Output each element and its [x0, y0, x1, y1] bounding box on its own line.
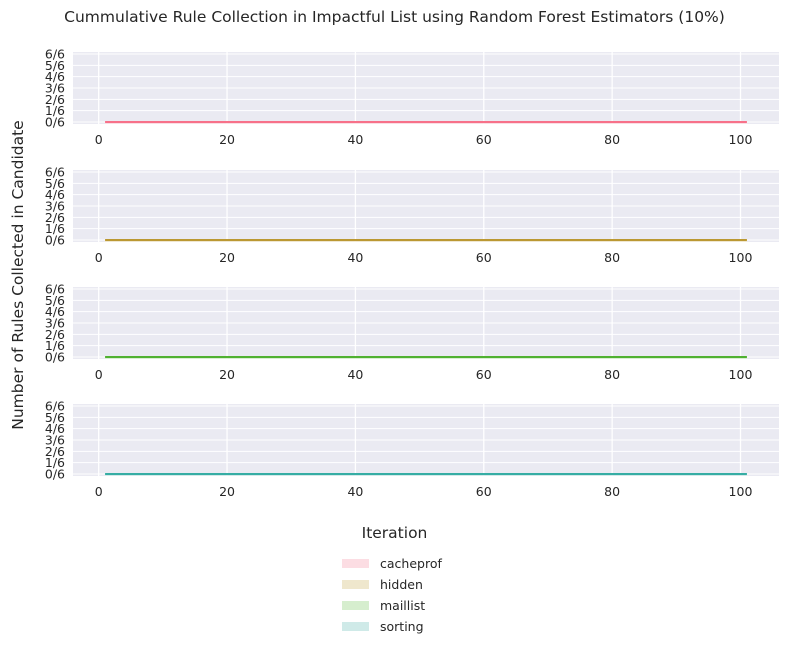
y-tick-label: 6/6 [45, 399, 65, 414]
x-tick-label: 100 [729, 367, 753, 382]
x-tick-label: 80 [604, 132, 620, 147]
x-tick-label: 40 [347, 250, 363, 265]
x-tick-label: 60 [476, 250, 492, 265]
legend-swatch-hidden [342, 580, 369, 589]
y-tick-label: 3/6 [45, 81, 65, 96]
y-tick-label: 6/6 [45, 47, 65, 62]
x-tick-label: 100 [729, 484, 753, 499]
y-tick-label: 0/6 [45, 467, 65, 482]
x-axis-label: Iteration [361, 524, 428, 542]
x-tick-label: 0 [95, 367, 103, 382]
x-tick-label: 20 [219, 250, 235, 265]
legend-label-hidden: hidden [380, 577, 423, 592]
y-tick-label: 0/6 [45, 115, 65, 130]
chart-title: Cummulative Rule Collection in Impactful… [64, 8, 725, 26]
x-tick-label: 60 [476, 132, 492, 147]
y-tick-label: 1/6 [45, 338, 65, 353]
y-tick-label: 5/6 [45, 176, 65, 191]
x-tick-label: 0 [95, 250, 103, 265]
y-tick-label: 5/6 [45, 293, 65, 308]
y-tick-label: 5/6 [45, 58, 65, 73]
y-tick-label: 6/6 [45, 282, 65, 297]
y-tick-label: 6/6 [45, 165, 65, 180]
y-tick-label: 3/6 [45, 316, 65, 331]
subplot-hidden: 0/61/62/63/64/65/66/6 0 20 40 60 80 100 [45, 165, 779, 265]
x-tick-label: 100 [729, 132, 753, 147]
y-tick-label: 5/6 [45, 410, 65, 425]
y-tick-label: 3/6 [45, 199, 65, 214]
y-tick-label: 1/6 [45, 455, 65, 470]
y-tick-label: 2/6 [45, 92, 65, 107]
x-tick-label: 60 [476, 367, 492, 382]
x-tick-label: 20 [219, 484, 235, 499]
legend: cacheprof hidden maillist sorting [342, 553, 442, 637]
x-tick-label: 20 [219, 367, 235, 382]
x-tick-label: 80 [604, 367, 620, 382]
y-tick-label: 1/6 [45, 103, 65, 118]
x-tick-label: 20 [219, 132, 235, 147]
x-tick-label: 40 [347, 367, 363, 382]
x-tick-label: 40 [347, 484, 363, 499]
legend-item-maillist: maillist [342, 595, 442, 616]
y-tick-label: 0/6 [45, 350, 65, 365]
y-tick-label: 4/6 [45, 187, 65, 202]
y-tick-label: 2/6 [45, 444, 65, 459]
subplot-sorting: 0/61/62/63/64/65/66/6 0 20 40 60 80 100 [45, 399, 779, 499]
subplot-cacheprof: 0/61/62/63/64/65/66/6 0 20 40 60 80 100 [45, 47, 779, 147]
legend-item-cacheprof: cacheprof [342, 553, 442, 574]
subplot-maillist: 0/61/62/63/64/65/66/6 0 20 40 60 80 100 [45, 282, 779, 382]
x-tick-label: 0 [95, 132, 103, 147]
y-tick-label: 0/6 [45, 233, 65, 248]
x-tick-label: 60 [476, 484, 492, 499]
x-tick-label: 40 [347, 132, 363, 147]
x-tick-label: 100 [729, 250, 753, 265]
legend-swatch-cacheprof [342, 559, 369, 568]
legend-swatch-sorting [342, 622, 369, 631]
legend-label-maillist: maillist [380, 598, 426, 613]
x-tick-label: 80 [604, 250, 620, 265]
y-tick-label: 4/6 [45, 304, 65, 319]
legend-swatch-maillist [342, 601, 369, 610]
y-tick-label: 3/6 [45, 433, 65, 448]
x-tick-label: 80 [604, 484, 620, 499]
y-tick-label: 4/6 [45, 69, 65, 84]
legend-item-sorting: sorting [342, 616, 442, 637]
y-tick-label: 2/6 [45, 210, 65, 225]
y-tick-label: 4/6 [45, 421, 65, 436]
x-tick-label: 0 [95, 484, 103, 499]
legend-label-sorting: sorting [380, 619, 424, 634]
y-tick-label: 2/6 [45, 327, 65, 342]
legend-item-hidden: hidden [342, 574, 442, 595]
y-tick-label: 1/6 [45, 221, 65, 236]
legend-label-cacheprof: cacheprof [380, 556, 442, 571]
